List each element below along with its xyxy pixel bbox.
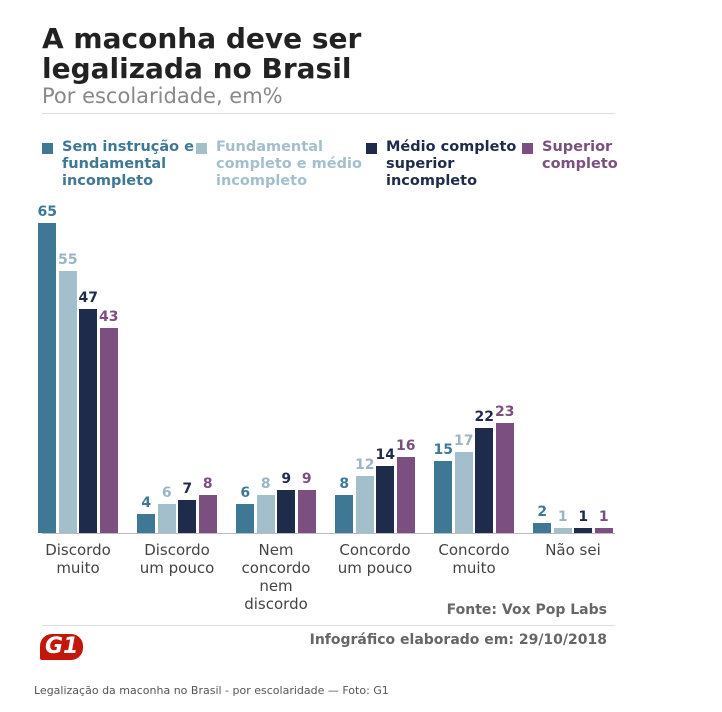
legend-label: Superior completo xyxy=(542,139,618,172)
legend-swatch xyxy=(42,143,53,154)
value-label: 15 xyxy=(433,442,453,459)
bar xyxy=(198,494,217,533)
value-label: 16 xyxy=(396,437,416,454)
value-label: 23 xyxy=(495,404,515,421)
separator xyxy=(42,625,615,626)
bar xyxy=(277,490,296,533)
bar xyxy=(38,223,57,533)
bar xyxy=(58,270,77,533)
value-label: 9 xyxy=(301,471,312,488)
value-label: 4 xyxy=(141,494,152,511)
x-tick-label: Concordo muito xyxy=(438,541,510,577)
legend-label: Médio completo e superior incompleto xyxy=(386,139,532,189)
x-tick-label: Concordo um pouco xyxy=(337,541,413,577)
bar xyxy=(256,494,275,533)
x-tick-label: Discordo um pouco xyxy=(139,541,215,577)
bar xyxy=(454,451,473,533)
value-label: 65 xyxy=(37,204,57,220)
value-label: 8 xyxy=(339,475,350,492)
x-tick-label: Discordo muito xyxy=(45,541,111,577)
separator xyxy=(42,113,615,114)
bar xyxy=(335,494,354,533)
bar xyxy=(533,523,552,533)
legend-label: Sem instrução e fundamental incompleto xyxy=(62,139,194,189)
value-label: 1 xyxy=(557,509,568,526)
bar xyxy=(434,461,453,533)
value-label: 12 xyxy=(355,456,375,473)
bar xyxy=(475,428,494,533)
value-label: 7 xyxy=(182,480,193,497)
x-tick-label: Nem concordo nem discordo xyxy=(241,541,311,613)
value-label: 22 xyxy=(474,409,494,426)
legend-swatch xyxy=(366,143,377,154)
bar xyxy=(355,475,374,533)
bar xyxy=(178,499,197,533)
bar xyxy=(594,528,613,533)
legend-label: Fundamental completo e médio incompleto xyxy=(216,139,362,189)
value-label: 8 xyxy=(260,475,271,492)
bar xyxy=(157,504,176,533)
bar xyxy=(574,528,593,533)
note: Infográfico elaborado em: 29/10/2018 xyxy=(309,632,607,648)
value-label: 14 xyxy=(375,447,395,464)
value-label: 6 xyxy=(161,485,172,502)
value-label: 47 xyxy=(78,289,98,306)
source: Fonte: Vox Pop Labs xyxy=(446,602,607,618)
value-label: 6 xyxy=(240,485,251,502)
bar xyxy=(495,423,514,533)
baseline xyxy=(42,533,615,534)
value-label: 17 xyxy=(454,432,474,449)
caption: Legalização da maconha no Brasil - por e… xyxy=(34,684,389,697)
value-label: 8 xyxy=(202,475,213,492)
bar xyxy=(236,504,255,533)
value-label: 1 xyxy=(578,509,589,526)
bar xyxy=(396,456,415,533)
value-label: 43 xyxy=(99,308,119,325)
logo: G1 xyxy=(40,634,84,660)
value-label: 9 xyxy=(281,471,292,488)
bar xyxy=(79,308,98,533)
chart-subtitle: Por escolaridade, em% xyxy=(42,84,283,108)
bar xyxy=(376,466,395,533)
bar xyxy=(297,490,316,533)
legend-swatch xyxy=(522,143,533,154)
bar xyxy=(99,327,118,533)
value-label: 55 xyxy=(58,251,78,268)
x-tick-label: Não sei xyxy=(545,541,601,559)
value-label: 2 xyxy=(537,504,548,521)
bar xyxy=(553,528,572,533)
legend-swatch xyxy=(196,143,207,154)
chart-title: A maconha deve ser legalizada no Brasil xyxy=(42,22,362,85)
value-label: 1 xyxy=(598,509,609,526)
bar xyxy=(137,513,156,533)
